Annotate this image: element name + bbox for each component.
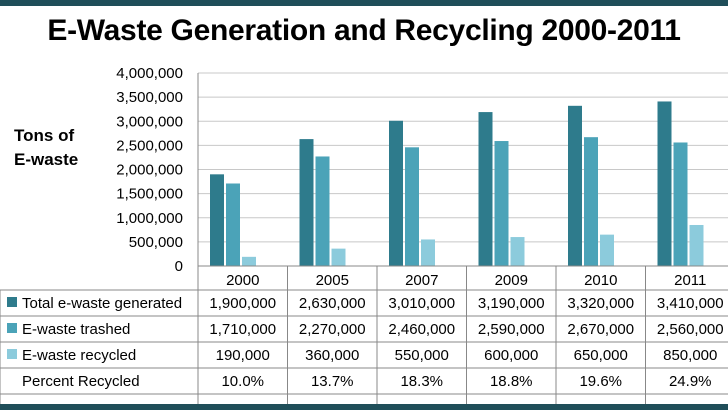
data-label: 2,670,000 <box>567 321 634 338</box>
bar-e-waste-recycled-2000 <box>242 256 256 266</box>
percent-label: 18.3% <box>400 373 443 390</box>
data-label: 1,710,000 <box>209 321 276 338</box>
percent-row-label: Percent Recycled <box>22 373 140 390</box>
y-tick-label: 2,500,000 <box>116 137 183 154</box>
data-label: 360,000 <box>305 347 359 364</box>
y-axis-label-line-1: Tons of <box>14 126 75 145</box>
data-label: 3,320,000 <box>567 295 634 312</box>
data-label: 2,460,000 <box>388 321 455 338</box>
x-tick-label: 2005 <box>316 272 349 289</box>
y-tick-label: 1,000,000 <box>116 210 183 227</box>
bar-e-waste-trashed-2000 <box>226 183 240 266</box>
percent-label: 18.8% <box>490 373 533 390</box>
y-tick-label: 3,000,000 <box>116 113 183 130</box>
data-label: 850,000 <box>663 347 717 364</box>
legend-label: Total e-waste generated <box>22 295 182 312</box>
x-tick-label: 2010 <box>584 272 617 289</box>
bar-total-e-waste-generated-2000 <box>210 174 224 266</box>
legend-key <box>7 323 17 333</box>
bar-total-e-waste-generated-2007 <box>389 120 403 266</box>
bar-e-waste-trashed-2007 <box>405 147 419 266</box>
bar-total-e-waste-generated-2011 <box>657 101 672 266</box>
data-label: 2,590,000 <box>478 321 545 338</box>
legend-label: E-waste recycled <box>22 347 136 364</box>
x-tick-label: 2007 <box>405 272 438 289</box>
y-tick-label: 0 <box>175 258 183 275</box>
bar-e-waste-trashed-2005 <box>315 156 330 266</box>
bar-e-waste-trashed-2010 <box>584 137 598 266</box>
data-label: 550,000 <box>395 347 449 364</box>
bar-e-waste-recycled-2010 <box>600 234 614 266</box>
percent-label: 13.7% <box>311 373 354 390</box>
data-label: 2,270,000 <box>299 321 366 338</box>
bar-e-waste-trashed-2009 <box>494 141 509 266</box>
legend-key <box>7 297 17 307</box>
bar-e-waste-trashed-2011 <box>673 142 688 266</box>
data-label: 3,190,000 <box>478 295 545 312</box>
legend-key <box>7 349 17 359</box>
percent-label: 10.0% <box>221 373 264 390</box>
bar-e-waste-recycled-2009 <box>510 237 525 266</box>
bar-e-waste-recycled-2005 <box>331 248 346 266</box>
y-tick-label: 1,500,000 <box>116 186 183 203</box>
data-label: 2,560,000 <box>657 321 724 338</box>
bar-e-waste-recycled-2007 <box>421 239 435 266</box>
data-label: 600,000 <box>484 347 538 364</box>
y-tick-label: 4,000,000 <box>116 65 183 82</box>
chart-title: E-Waste Generation and Recycling 2000-20… <box>47 14 681 47</box>
y-axis-label: Tons of E-waste <box>14 124 94 172</box>
y-tick-label: 500,000 <box>129 234 183 251</box>
data-label: 1,900,000 <box>209 295 276 312</box>
y-axis-label-line-2: E-waste <box>14 150 79 169</box>
bar-total-e-waste-generated-2005 <box>299 139 314 266</box>
x-tick-label: 2009 <box>495 272 528 289</box>
data-label: 3,410,000 <box>657 295 724 312</box>
data-label: 650,000 <box>574 347 628 364</box>
percent-label: 24.9% <box>669 373 712 390</box>
top-border <box>0 0 728 6</box>
bar-e-waste-recycled-2011 <box>689 224 704 266</box>
percent-label: 19.6% <box>579 373 622 390</box>
y-tick-label: 3,500,000 <box>116 89 183 106</box>
bottom-border <box>0 404 728 410</box>
y-tick-label: 2,000,000 <box>116 162 183 179</box>
legend-label: E-waste trashed <box>22 321 130 338</box>
x-tick-label: 2000 <box>226 272 259 289</box>
data-label: 3,010,000 <box>388 295 455 312</box>
data-label: 2,630,000 <box>299 295 366 312</box>
x-tick-label: 2011 <box>674 272 706 289</box>
data-label: 190,000 <box>216 347 270 364</box>
bar-total-e-waste-generated-2009 <box>478 112 493 267</box>
bar-total-e-waste-generated-2010 <box>568 105 582 266</box>
